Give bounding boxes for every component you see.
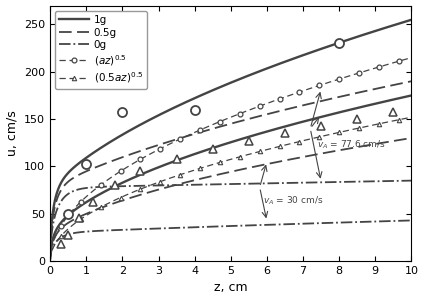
X-axis label: z, cm: z, cm [214, 281, 248, 294]
Legend: 1g, 0.5g, 0g, $(az)^{0.5}$, $(0.5az)^{0.5}$: 1g, 0.5g, 0g, $(az)^{0.5}$, $(0.5az)^{0.… [55, 11, 148, 89]
Y-axis label: u, cm/s: u, cm/s [6, 110, 19, 156]
Text: $v_A$ = 77.6 cm/s: $v_A$ = 77.6 cm/s [318, 138, 386, 151]
Text: $v_A$ = 30 cm/s: $v_A$ = 30 cm/s [263, 195, 324, 207]
